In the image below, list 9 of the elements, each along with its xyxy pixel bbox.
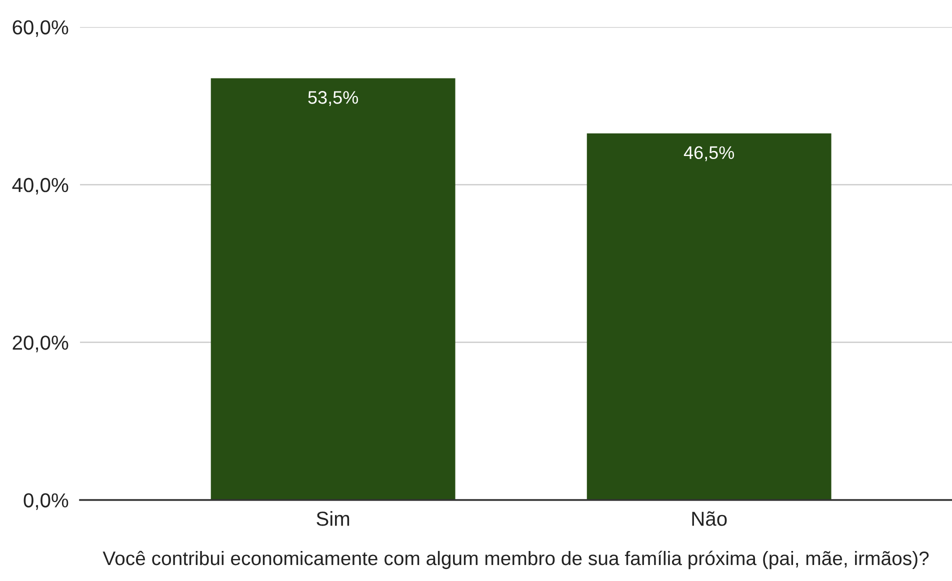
- x-tick-label: Sim: [316, 511, 350, 526]
- data-label: 53,5%: [308, 91, 358, 106]
- y-tick-label: 40,0%: [12, 178, 68, 195]
- data-label: 46,5%: [684, 146, 734, 162]
- x-tick-label: Não: [692, 511, 727, 526]
- y-tick-label: 20,0%: [12, 336, 68, 352]
- y-tick-label: 0,0%: [24, 493, 68, 510]
- x-axis-title: Você contribui economicamente com algum membro de sua família próxima (pai, mãe, irmãos)?: [102, 550, 929, 570]
- y-tick-label: 60,0%: [12, 20, 68, 37]
